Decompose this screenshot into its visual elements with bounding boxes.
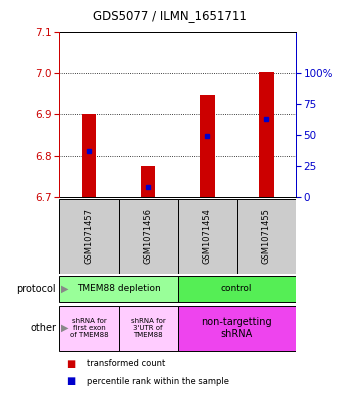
Text: shRNA for
3'UTR of
TMEM88: shRNA for 3'UTR of TMEM88	[131, 318, 166, 338]
Text: GSM1071457: GSM1071457	[85, 208, 94, 264]
Bar	[177, 276, 296, 302]
Text: percentile rank within the sample: percentile rank within the sample	[87, 377, 229, 386]
Bar	[82, 114, 97, 197]
Text: ▶: ▶	[61, 323, 69, 333]
Bar	[259, 72, 274, 197]
Text: GDS5077 / ILMN_1651711: GDS5077 / ILMN_1651711	[93, 9, 247, 22]
Text: control: control	[221, 284, 253, 293]
Bar	[177, 305, 296, 351]
Bar	[59, 199, 119, 274]
Text: GSM1071454: GSM1071454	[203, 208, 212, 264]
Bar	[119, 305, 177, 351]
Bar	[237, 199, 296, 274]
Text: GSM1071456: GSM1071456	[143, 208, 153, 264]
Bar	[59, 276, 177, 302]
Bar	[141, 166, 155, 197]
Text: transformed count: transformed count	[87, 359, 165, 368]
Text: shRNA for
first exon
of TMEM88: shRNA for first exon of TMEM88	[70, 318, 108, 338]
Text: ■: ■	[66, 376, 75, 386]
Text: non-targetting
shRNA: non-targetting shRNA	[201, 318, 272, 339]
Text: other: other	[30, 323, 56, 333]
Bar	[200, 95, 215, 197]
Text: ■: ■	[66, 358, 75, 369]
Bar	[59, 305, 119, 351]
Text: GSM1071455: GSM1071455	[262, 208, 271, 264]
Text: TMEM88 depletion: TMEM88 depletion	[77, 284, 160, 293]
Text: protocol: protocol	[16, 284, 56, 294]
Bar	[119, 199, 177, 274]
Text: ▶: ▶	[61, 284, 69, 294]
Bar	[177, 199, 237, 274]
